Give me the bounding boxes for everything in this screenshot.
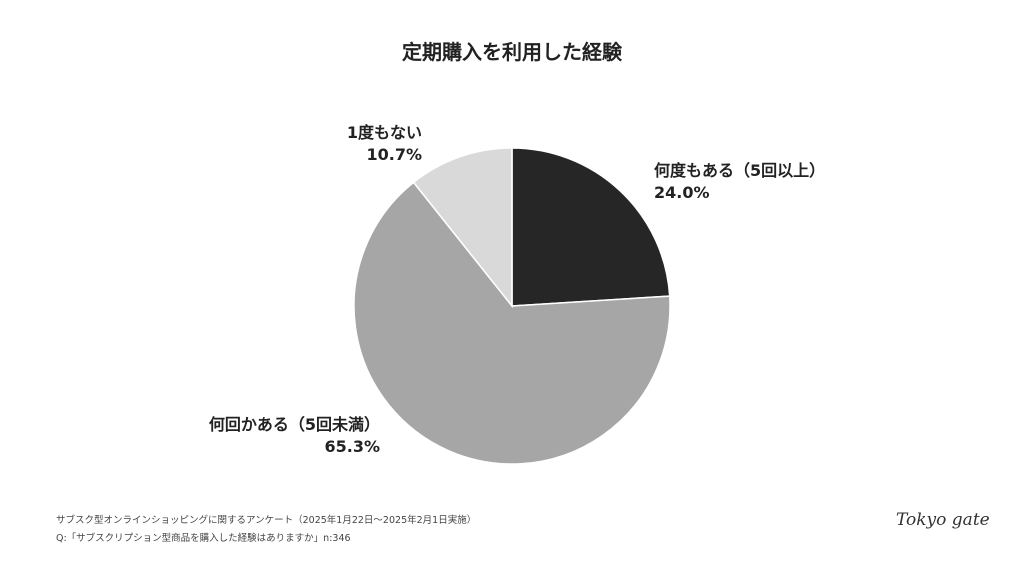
slice-label-several-times-name: 何回かある（5回未満）: [208, 415, 380, 434]
chart-title: 定期購入を利用した経験: [402, 40, 622, 64]
pie-slice-never: [412, 147, 513, 309]
slice-label-never-name: 1度もない: [346, 123, 422, 142]
slice-label-many-times-value: 24.0%: [654, 183, 710, 202]
tokyo-gate-logo: Tokyo gate: [896, 510, 990, 530]
slice-label-several-times: 何回かある（5回未満） 65.3%: [200, 414, 380, 458]
slice-label-many-times: 何度もある（5回以上） 24.0%: [654, 160, 825, 204]
slice-label-never-value: 10.7%: [366, 145, 422, 164]
survey-footnote: サブスク型オンラインショッピングに関するアンケート（2025年1月22日〜202…: [56, 515, 477, 526]
slice-label-many-times-name: 何度もある（5回以上）: [654, 161, 826, 180]
question-footnote: Q:「サブスクリプション型商品を購入した経験はありますか」n:346: [56, 533, 351, 544]
slice-label-several-times-value: 65.3%: [324, 437, 380, 456]
pie-slice-many-times: [511, 147, 671, 307]
slice-label-never: 1度もない 10.7%: [320, 122, 422, 166]
pie-slice-several-times: [353, 181, 671, 465]
